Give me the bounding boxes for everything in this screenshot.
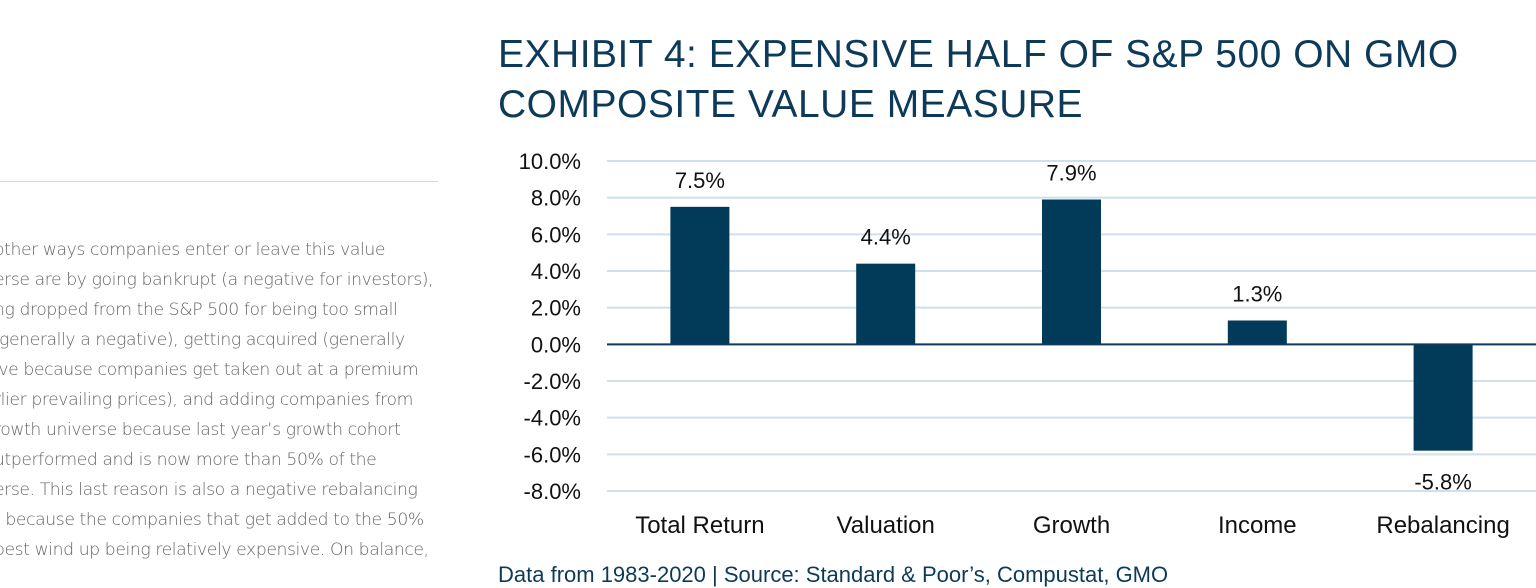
x-tick-label: Rebalancing	[1376, 512, 1509, 539]
y-tick-label: 8.0%	[531, 186, 581, 211]
bar-chart: 10.0% 8.0% 6.0% 4.0% 2.0% 0.0% -2.0% -4.0% -6.0%…	[519, 149, 1536, 539]
y-tick-label: -6.0%	[524, 442, 581, 467]
x-tick-label: Growth	[1033, 512, 1110, 539]
data-label: 7.5%	[675, 168, 725, 193]
data-label: 7.9%	[1046, 161, 1096, 186]
article-text-line: generally a negative), getting acquired …	[0, 330, 405, 350]
y-tick-label: 10.0%	[519, 149, 581, 174]
bars	[670, 199, 1473, 451]
bar	[670, 206, 730, 345]
article-text-line: rowth universe because last year’s growt…	[0, 420, 401, 440]
y-axis-tick-labels: 10.0% 8.0% 6.0% 4.0% 2.0% 0.0% -2.0% -4.0% -6.0%…	[519, 149, 581, 504]
y-tick-label: 0.0%	[531, 332, 581, 357]
article-text-line: other ways companies enter or leave this…	[0, 240, 386, 260]
y-tick-label: -2.0%	[524, 369, 581, 394]
y-tick-label: 4.0%	[531, 259, 581, 284]
y-tick-label: -4.0%	[524, 406, 581, 431]
y-tick-label: -8.0%	[524, 479, 581, 504]
data-label: 1.3%	[1232, 282, 1282, 307]
y-tick-label: 2.0%	[531, 296, 581, 321]
article-text-line: rlier prevailing prices), and adding com…	[0, 390, 413, 410]
bar-value-labels: 7.5% 4.4% 7.9% 1.3% -5.8%	[675, 161, 1472, 495]
article-text-line: ng dropped from the S&P 500 for being to…	[0, 300, 398, 320]
article-text-line: t because the companies that get added t…	[0, 510, 424, 530]
article-paragraph: other ways companies enter or leave this…	[0, 235, 439, 565]
chart-title: EXHIBIT 4: EXPENSIVE HALF OF S&P 500 ON …	[498, 33, 1459, 126]
article-text-line: erse are by going bankrupt (a negative f…	[0, 270, 434, 290]
x-tick-label: Valuation	[837, 512, 935, 539]
article-text-line: ive because companies get taken out at a…	[0, 360, 419, 380]
section-divider	[0, 181, 438, 182]
grid-lines	[607, 160, 1536, 492]
bar	[1227, 320, 1287, 345]
x-tick-label: Income	[1218, 512, 1297, 539]
bar	[1413, 344, 1473, 451]
x-axis-tick-labels: Total Return Valuation Growth Income Rebalan…	[635, 512, 1510, 539]
bar	[856, 263, 916, 345]
data-label: -5.8%	[1414, 470, 1471, 495]
x-tick-label: Total Return	[635, 512, 764, 539]
article-text-line: utperformed and is now more than 50% of …	[0, 450, 377, 470]
source-note: Data from 1983-2020 | Source: Standard &…	[498, 562, 1169, 587]
article-text-line: pest wind up being relatively expensive.…	[0, 540, 429, 560]
y-tick-label: 6.0%	[531, 222, 581, 247]
article-text-line: erse. This last reason is also a negativ…	[0, 480, 418, 500]
article-text-column: other ways companies enter or leave this…	[0, 0, 440, 574]
data-label: 4.4%	[861, 225, 911, 250]
bar	[1042, 199, 1101, 345]
